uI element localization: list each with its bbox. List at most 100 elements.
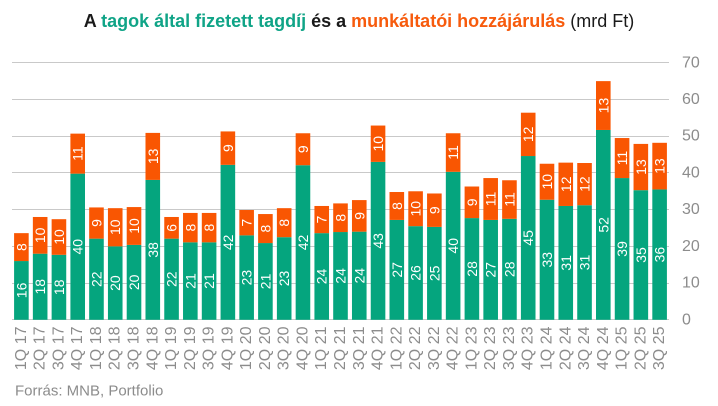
svg-text:23: 23 bbox=[239, 270, 255, 286]
svg-text:1Q 22: 1Q 22 bbox=[388, 326, 405, 370]
svg-text:2Q 20: 2Q 20 bbox=[257, 326, 274, 370]
svg-text:22: 22 bbox=[88, 271, 104, 287]
svg-text:2Q 17: 2Q 17 bbox=[32, 326, 49, 370]
svg-text:1Q 24: 1Q 24 bbox=[538, 326, 555, 370]
svg-text:40: 40 bbox=[682, 164, 700, 181]
svg-text:70: 70 bbox=[682, 54, 700, 71]
svg-text:1Q 25: 1Q 25 bbox=[614, 326, 631, 370]
svg-text:26: 26 bbox=[408, 265, 424, 281]
svg-text:42: 42 bbox=[295, 235, 311, 251]
svg-text:31: 31 bbox=[577, 255, 593, 271]
svg-text:2Q 22: 2Q 22 bbox=[407, 326, 424, 370]
svg-text:21: 21 bbox=[201, 273, 217, 289]
svg-text:35: 35 bbox=[633, 247, 649, 263]
svg-text:12: 12 bbox=[577, 176, 593, 192]
svg-text:6: 6 bbox=[164, 224, 180, 232]
svg-text:18: 18 bbox=[32, 279, 48, 295]
svg-text:2Q 21: 2Q 21 bbox=[332, 326, 349, 370]
svg-text:30: 30 bbox=[682, 201, 700, 218]
svg-text:2Q 25: 2Q 25 bbox=[632, 326, 649, 370]
svg-text:22: 22 bbox=[164, 271, 180, 287]
svg-text:21: 21 bbox=[257, 273, 273, 289]
svg-text:28: 28 bbox=[464, 261, 480, 277]
svg-text:33: 33 bbox=[539, 252, 555, 268]
svg-text:60: 60 bbox=[682, 91, 700, 108]
svg-text:2Q 23: 2Q 23 bbox=[482, 326, 499, 370]
svg-text:4Q 20: 4Q 20 bbox=[294, 326, 311, 370]
svg-text:38: 38 bbox=[145, 242, 161, 258]
svg-text:1Q 20: 1Q 20 bbox=[238, 326, 255, 370]
svg-text:43: 43 bbox=[370, 233, 386, 249]
svg-text:4Q 24: 4Q 24 bbox=[595, 326, 612, 370]
svg-text:27: 27 bbox=[483, 262, 499, 278]
svg-text:3Q 23: 3Q 23 bbox=[501, 326, 518, 370]
svg-text:3Q 24: 3Q 24 bbox=[576, 326, 593, 370]
svg-text:31: 31 bbox=[558, 255, 574, 271]
svg-text:1Q 21: 1Q 21 bbox=[313, 326, 330, 370]
svg-text:39: 39 bbox=[614, 241, 630, 257]
svg-text:2Q 19: 2Q 19 bbox=[182, 326, 199, 370]
svg-text:10: 10 bbox=[539, 174, 555, 190]
svg-text:8: 8 bbox=[276, 219, 292, 227]
svg-text:13: 13 bbox=[145, 148, 161, 164]
svg-text:8: 8 bbox=[182, 224, 198, 232]
svg-text:1Q 17: 1Q 17 bbox=[13, 326, 30, 370]
svg-text:42: 42 bbox=[220, 234, 236, 250]
svg-text:10: 10 bbox=[370, 136, 386, 152]
svg-text:23: 23 bbox=[276, 270, 292, 286]
svg-text:24: 24 bbox=[333, 268, 349, 284]
svg-text:52: 52 bbox=[595, 217, 611, 233]
svg-text:45: 45 bbox=[520, 230, 536, 246]
svg-text:28: 28 bbox=[501, 261, 517, 277]
svg-text:10: 10 bbox=[408, 201, 424, 217]
svg-text:4Q 23: 4Q 23 bbox=[520, 326, 537, 370]
svg-text:9: 9 bbox=[220, 144, 236, 152]
svg-text:4Q 22: 4Q 22 bbox=[445, 326, 462, 370]
svg-text:9: 9 bbox=[426, 206, 442, 214]
svg-text:4Q 17: 4Q 17 bbox=[69, 326, 86, 370]
svg-text:3Q 18: 3Q 18 bbox=[126, 326, 143, 370]
svg-text:10: 10 bbox=[682, 275, 700, 292]
svg-text:9: 9 bbox=[295, 145, 311, 153]
svg-text:40: 40 bbox=[445, 238, 461, 254]
svg-text:7: 7 bbox=[239, 219, 255, 227]
svg-text:8: 8 bbox=[257, 224, 273, 232]
svg-text:9: 9 bbox=[464, 198, 480, 206]
svg-text:20: 20 bbox=[107, 275, 123, 291]
svg-text:3Q 20: 3Q 20 bbox=[276, 326, 293, 370]
svg-text:20: 20 bbox=[682, 238, 700, 255]
svg-text:25: 25 bbox=[426, 265, 442, 281]
svg-text:40: 40 bbox=[70, 239, 86, 255]
svg-text:3Q 25: 3Q 25 bbox=[651, 326, 668, 370]
svg-text:8: 8 bbox=[389, 202, 405, 210]
svg-text:13: 13 bbox=[633, 159, 649, 175]
svg-text:24: 24 bbox=[314, 268, 330, 284]
svg-text:3Q 19: 3Q 19 bbox=[201, 326, 218, 370]
svg-text:9: 9 bbox=[88, 219, 104, 227]
svg-text:11: 11 bbox=[614, 151, 630, 166]
svg-text:3Q 21: 3Q 21 bbox=[351, 326, 368, 370]
svg-text:20: 20 bbox=[126, 274, 142, 290]
svg-text:10: 10 bbox=[32, 227, 48, 243]
svg-text:36: 36 bbox=[652, 247, 668, 263]
svg-text:24: 24 bbox=[351, 268, 367, 284]
svg-text:9: 9 bbox=[351, 212, 367, 220]
svg-text:1Q 18: 1Q 18 bbox=[88, 326, 105, 370]
svg-text:2Q 24: 2Q 24 bbox=[557, 326, 574, 370]
svg-text:11: 11 bbox=[501, 192, 517, 207]
svg-text:1Q 19: 1Q 19 bbox=[163, 326, 180, 370]
svg-text:10: 10 bbox=[107, 219, 123, 235]
svg-text:0: 0 bbox=[682, 311, 691, 328]
svg-text:2Q 18: 2Q 18 bbox=[107, 326, 124, 370]
svg-text:8: 8 bbox=[13, 243, 29, 251]
svg-text:11: 11 bbox=[70, 146, 86, 161]
svg-text:4Q 19: 4Q 19 bbox=[219, 326, 236, 370]
svg-text:16: 16 bbox=[13, 282, 29, 298]
svg-text:11: 11 bbox=[445, 145, 461, 160]
svg-text:7: 7 bbox=[314, 215, 330, 223]
svg-text:8: 8 bbox=[201, 224, 217, 232]
svg-text:1Q 23: 1Q 23 bbox=[463, 326, 480, 370]
svg-text:3Q 22: 3Q 22 bbox=[426, 326, 443, 370]
svg-text:11: 11 bbox=[483, 192, 499, 207]
svg-text:12: 12 bbox=[558, 176, 574, 192]
